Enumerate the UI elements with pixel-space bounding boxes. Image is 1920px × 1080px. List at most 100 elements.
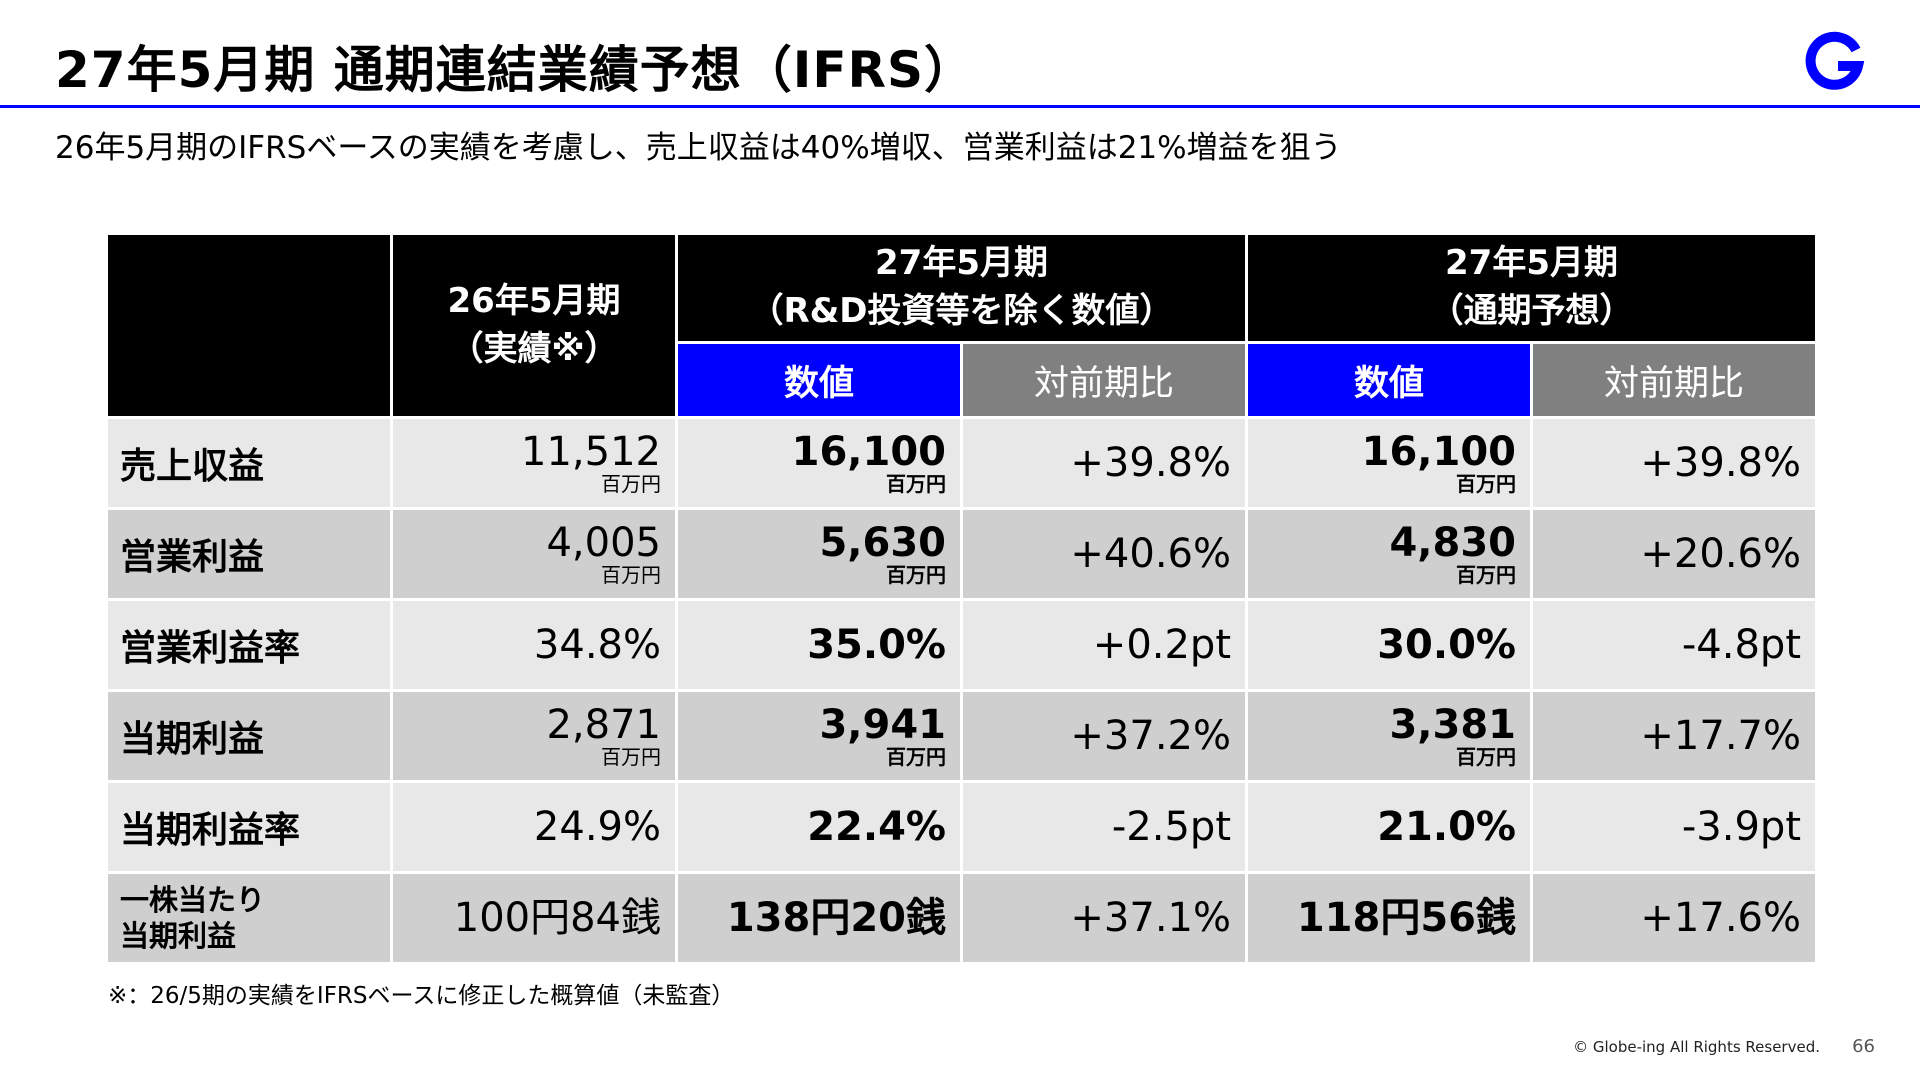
forecast-yoy-cell: +39.8%	[1533, 419, 1815, 507]
row-label: 当期利益	[108, 692, 390, 780]
rd-yoy-cell: +37.2%	[963, 692, 1245, 780]
rd-cell: 22.4%	[678, 783, 960, 871]
company-logo-icon	[1805, 31, 1865, 90]
rd-unit: 百万円	[886, 472, 946, 496]
rd-yoy-cell: -2.5pt	[963, 783, 1245, 871]
financial-forecast-table: 26年5月期 （実績※） 27年5月期 （R&D投資等を除く数値） 27年5月期…	[105, 232, 1818, 965]
header-forecast: 27年5月期 （通期予想）	[1248, 235, 1815, 341]
table-row: 売上収益 11,512 百万円 16,100 百万円 +39.8% 16,100…	[108, 419, 1815, 507]
actual-unit: 百万円	[601, 472, 661, 496]
forecast-cell: 30.0%	[1248, 601, 1530, 689]
rd-yoy: +37.2%	[1070, 713, 1231, 759]
forecast-cell: 118円56銭	[1248, 874, 1530, 962]
rd-value: 5,630	[819, 520, 946, 566]
actual-value: 11,512	[521, 429, 661, 475]
forecast-yoy: +39.8%	[1640, 440, 1801, 486]
rd-value: 138円20銭	[726, 895, 946, 941]
forecast-yoy-cell: +17.6%	[1533, 874, 1815, 962]
forecast-value: 118円56銭	[1296, 895, 1516, 941]
actual-value: 24.9%	[533, 804, 661, 850]
header-forecast-line2: （通期予想）	[1429, 291, 1634, 331]
forecast-yoy-cell: +17.7%	[1533, 692, 1815, 780]
forecast-value: 16,100	[1361, 429, 1516, 475]
rd-value: 16,100	[791, 429, 946, 475]
row-label: 当期利益率	[108, 783, 390, 871]
row-label-line1: 一株当たり	[120, 882, 266, 917]
actual-value: 100円84銭	[453, 895, 661, 941]
forecast-yoy-cell: +20.6%	[1533, 510, 1815, 598]
actual-value: 34.8%	[533, 622, 661, 668]
actual-value: 2,871	[546, 702, 661, 748]
row-label: 営業利益率	[108, 601, 390, 689]
rd-yoy: +39.8%	[1070, 440, 1231, 486]
rd-yoy-cell: +0.2pt	[963, 601, 1245, 689]
table-row: 一株当たり 当期利益 100円84銭 138円20銭 +37.1% 118円56…	[108, 874, 1815, 962]
forecast-cell: 21.0%	[1248, 783, 1530, 871]
rd-cell: 35.0%	[678, 601, 960, 689]
rd-yoy: -2.5pt	[1111, 804, 1231, 850]
actual-unit: 百万円	[601, 563, 661, 587]
header-actual-line1: 26年5月期	[447, 280, 621, 321]
forecast-cell: 4,830 百万円	[1248, 510, 1530, 598]
header-rd-line2: （R&D投資等を除く数値）	[749, 291, 1174, 331]
rd-value: 3,941	[819, 702, 946, 748]
actual-cell: 4,005 百万円	[393, 510, 675, 598]
table-row: 営業利益率 34.8% 35.0% +0.2pt 30.0% -4.8pt	[108, 601, 1815, 689]
rd-cell: 138円20銭	[678, 874, 960, 962]
rd-yoy-cell: +40.6%	[963, 510, 1245, 598]
forecast-unit: 百万円	[1456, 745, 1516, 769]
rd-yoy-cell: +37.1%	[963, 874, 1245, 962]
forecast-yoy: +20.6%	[1640, 531, 1801, 577]
rd-value: 35.0%	[807, 622, 946, 668]
rd-unit: 百万円	[886, 745, 946, 769]
table-row: 当期利益 2,871 百万円 3,941 百万円 +37.2% 3,381 百万…	[108, 692, 1815, 780]
forecast-yoy: -3.9pt	[1681, 804, 1801, 850]
forecast-yoy: -4.8pt	[1681, 622, 1801, 668]
table-row: 営業利益 4,005 百万円 5,630 百万円 +40.6% 4,830 百万…	[108, 510, 1815, 598]
page-number: 66	[1852, 1036, 1875, 1057]
page-title: 27年5月期 通期連結業績予想（IFRS）	[55, 41, 976, 99]
footnote: ※：26/5期の実績をIFRSベースに修正した概算値（未監査）	[108, 983, 735, 1009]
row-label: 一株当たり 当期利益	[108, 874, 390, 962]
rd-cell: 3,941 百万円	[678, 692, 960, 780]
subtitle: 26年5月期のIFRSベースの実績を考慮し、売上収益は40%増収、営業利益は21…	[55, 130, 1342, 166]
actual-unit: 百万円	[601, 745, 661, 769]
header-forecast-yoy: 対前期比	[1533, 344, 1815, 416]
forecast-value: 3,381	[1389, 702, 1516, 748]
rd-unit: 百万円	[886, 563, 946, 587]
rd-cell: 5,630 百万円	[678, 510, 960, 598]
forecast-unit: 百万円	[1456, 563, 1516, 587]
row-label: 売上収益	[108, 419, 390, 507]
header-rd-yoy: 対前期比	[963, 344, 1245, 416]
header-forecast-value: 数値	[1248, 344, 1530, 416]
header-rd: 27年5月期 （R&D投資等を除く数値）	[678, 235, 1245, 341]
rd-cell: 16,100 百万円	[678, 419, 960, 507]
actual-value: 4,005	[546, 520, 661, 566]
actual-cell: 24.9%	[393, 783, 675, 871]
forecast-unit: 百万円	[1456, 472, 1516, 496]
title-divider	[0, 105, 1920, 108]
forecast-cell: 16,100 百万円	[1248, 419, 1530, 507]
table-row: 当期利益率 24.9% 22.4% -2.5pt 21.0% -3.9pt	[108, 783, 1815, 871]
forecast-value: 21.0%	[1377, 804, 1516, 850]
actual-cell: 2,871 百万円	[393, 692, 675, 780]
header-actual-line2: （実績※）	[449, 328, 619, 369]
actual-cell: 11,512 百万円	[393, 419, 675, 507]
forecast-value: 30.0%	[1377, 622, 1516, 668]
header-rd-value: 数値	[678, 344, 960, 416]
header-rd-line1: 27年5月期	[875, 243, 1048, 284]
actual-cell: 34.8%	[393, 601, 675, 689]
actual-cell: 100円84銭	[393, 874, 675, 962]
row-label: 営業利益	[108, 510, 390, 598]
rd-yoy: +0.2pt	[1092, 622, 1231, 668]
forecast-yoy: +17.6%	[1640, 895, 1801, 941]
forecast-yoy-cell: -3.9pt	[1533, 783, 1815, 871]
forecast-value: 4,830	[1389, 520, 1516, 566]
forecast-yoy-cell: -4.8pt	[1533, 601, 1815, 689]
rd-yoy: +40.6%	[1070, 531, 1231, 577]
copyright: © Globe-ing All Rights Reserved.	[1573, 1038, 1820, 1056]
header-forecast-line1: 27年5月期	[1445, 243, 1618, 284]
header-corner	[108, 235, 390, 416]
forecast-yoy: +17.7%	[1640, 713, 1801, 759]
rd-yoy: +37.1%	[1070, 895, 1231, 941]
